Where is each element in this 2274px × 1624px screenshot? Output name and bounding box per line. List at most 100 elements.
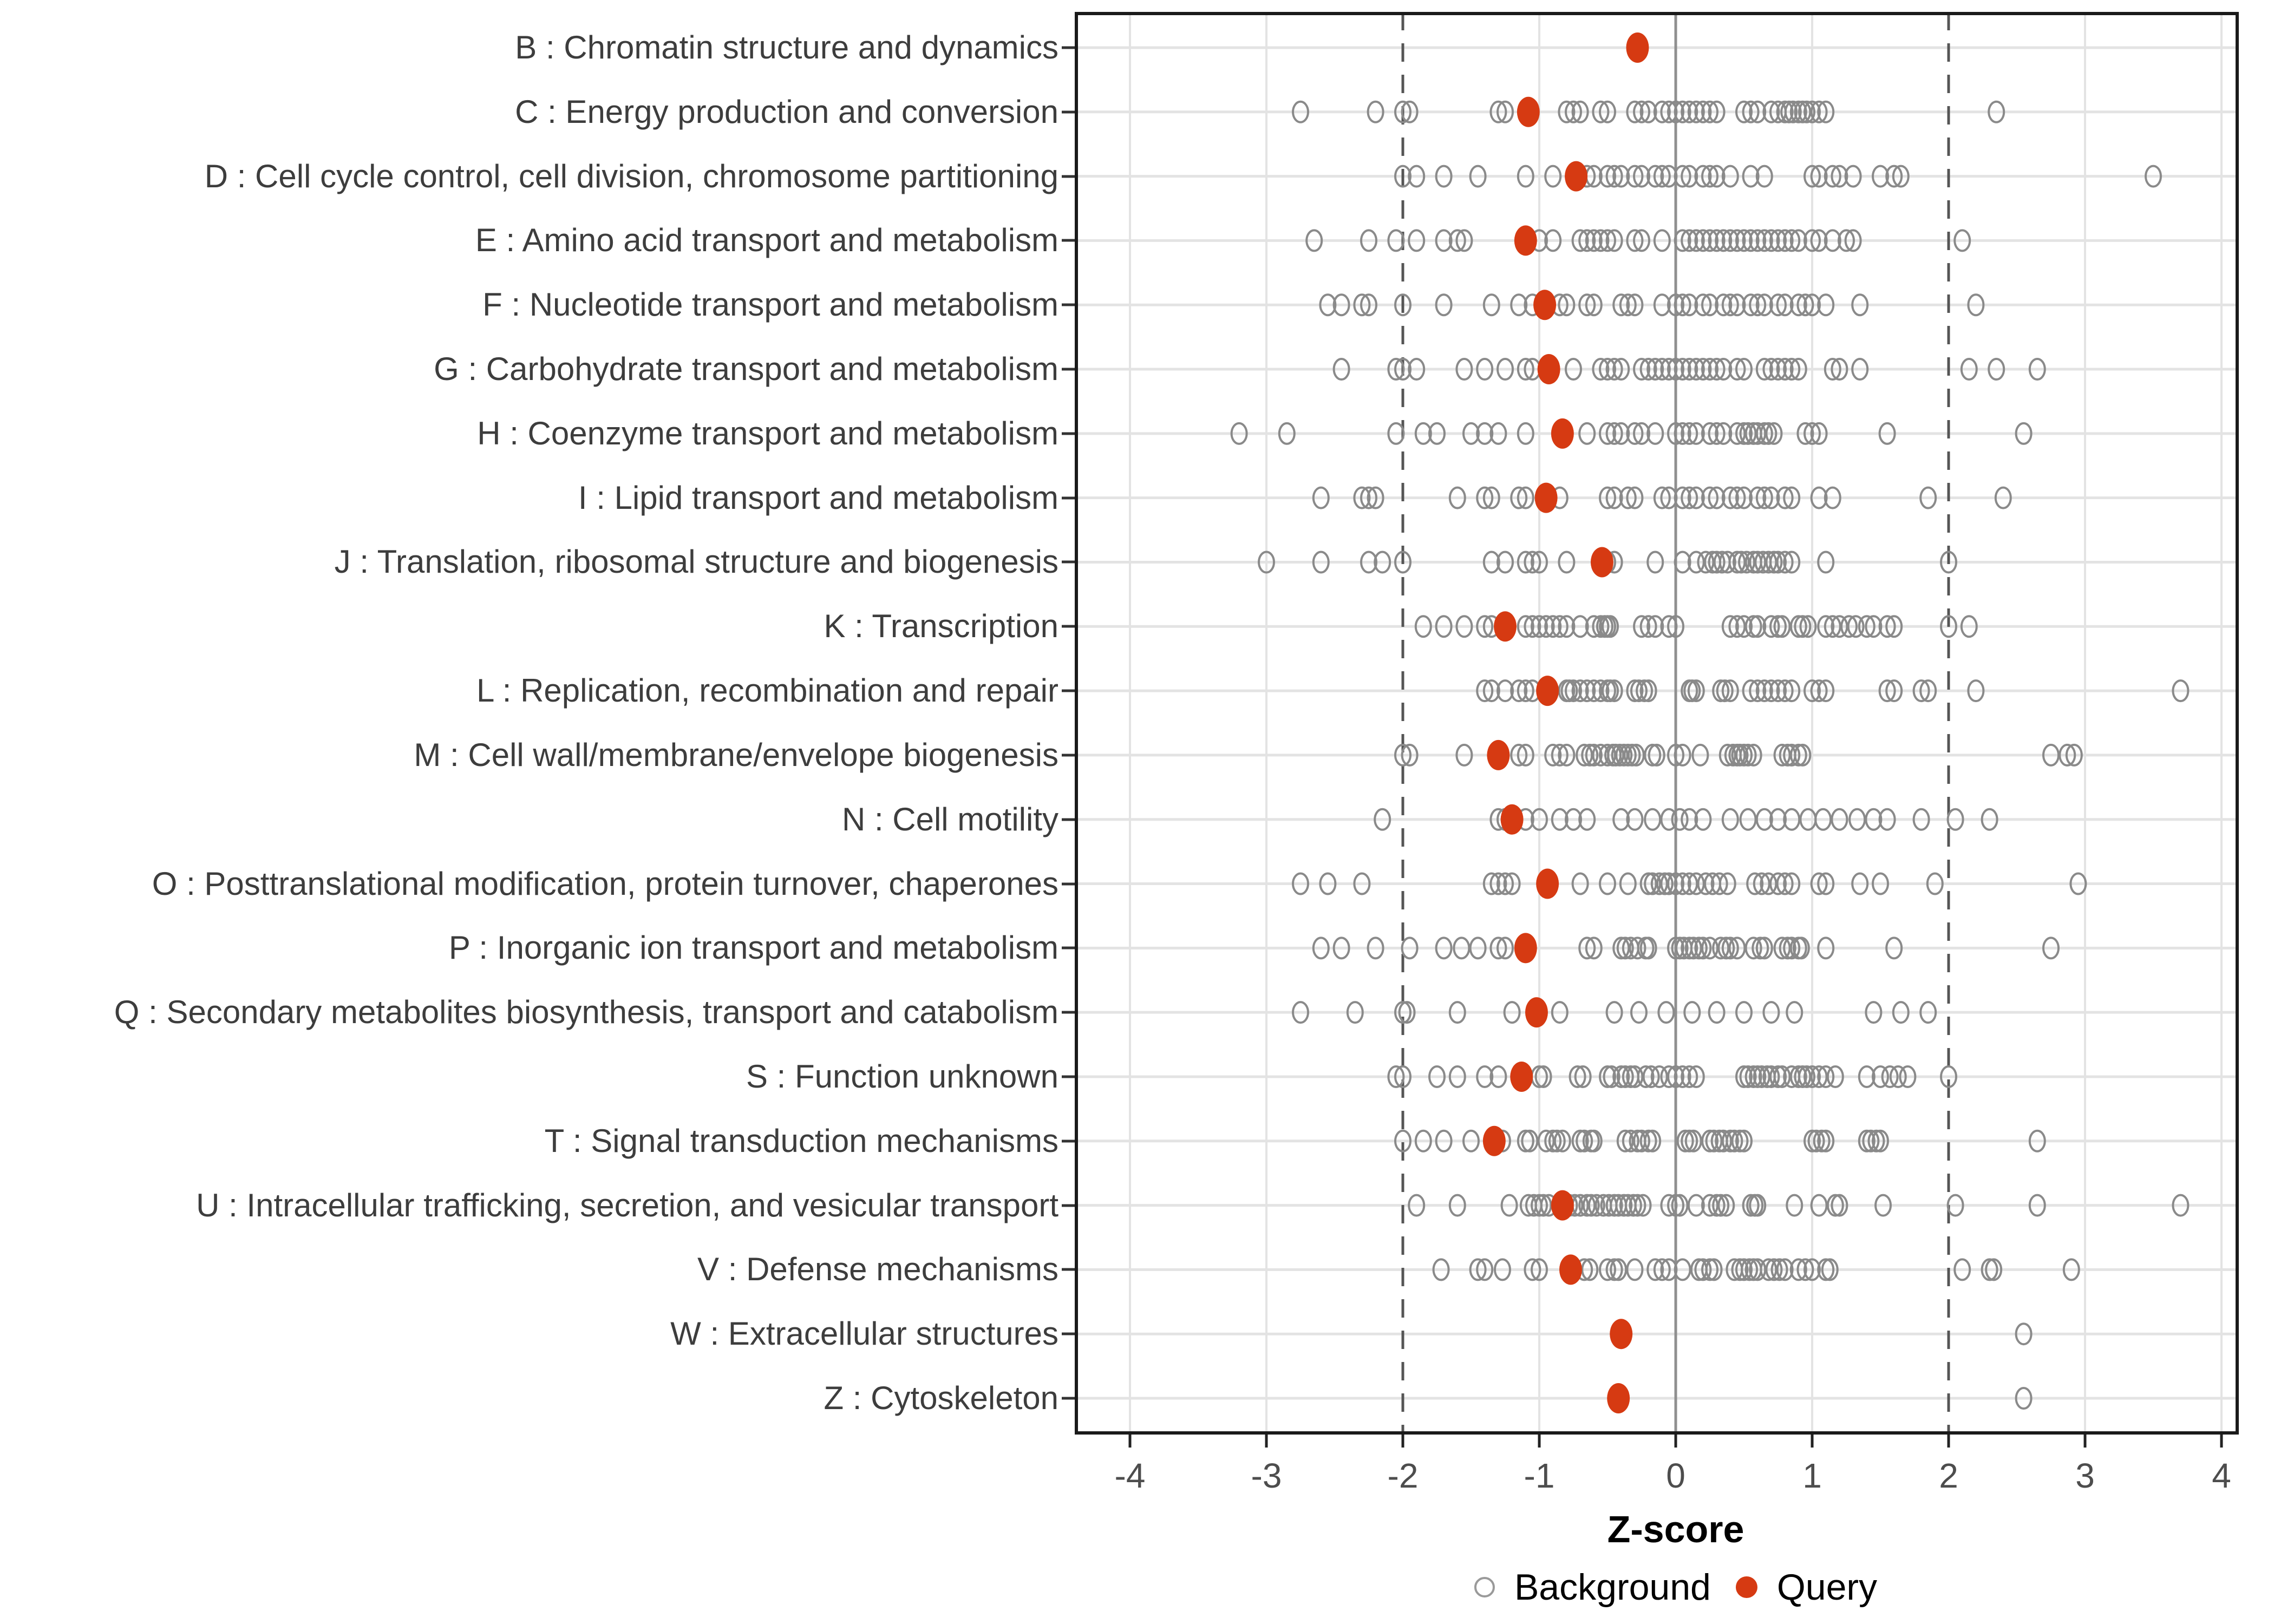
background-point <box>1878 808 1896 831</box>
background-point <box>1919 1001 1937 1024</box>
background-point <box>1981 808 1998 831</box>
background-point <box>1701 165 1718 188</box>
background-point <box>1585 615 1603 638</box>
background-point <box>1667 358 1684 381</box>
x-axis-tick <box>1128 1435 1132 1448</box>
background-point <box>1674 358 1691 381</box>
background-point <box>1721 615 1739 638</box>
background-point <box>1676 1129 1694 1152</box>
background-point <box>1278 422 1296 445</box>
background-point <box>1619 486 1637 509</box>
background-point <box>1807 1129 1825 1152</box>
background-point <box>1742 1194 1760 1217</box>
background-point <box>1718 872 1736 895</box>
background-point <box>1612 293 1630 317</box>
background-point <box>1653 229 1671 252</box>
background-point <box>1657 1001 1675 1024</box>
background-point <box>1524 551 1541 574</box>
background-point <box>1674 872 1691 895</box>
background-point <box>1728 422 1746 445</box>
background-point <box>1611 743 1629 767</box>
background-point <box>1712 679 1730 703</box>
background-point <box>1367 486 1384 509</box>
background-point <box>1476 1258 1494 1281</box>
background-point <box>1803 100 1821 123</box>
background-point <box>1615 1194 1633 1217</box>
background-point <box>1387 422 1405 445</box>
background-point <box>1619 743 1637 767</box>
query-point <box>1536 868 1559 899</box>
y-axis-label: N : Cell motility <box>841 801 1058 837</box>
background-point <box>1749 679 1767 703</box>
background-point <box>1710 872 1728 895</box>
background-point <box>1482 679 1500 703</box>
background-point <box>1985 1258 2003 1281</box>
query-point <box>1551 418 1574 449</box>
background-point <box>1744 743 1762 767</box>
background-point <box>1824 615 1841 638</box>
background-point <box>1712 937 1730 960</box>
background-point <box>1387 358 1405 381</box>
background-point <box>1687 1065 1705 1088</box>
background-point <box>1619 293 1637 317</box>
background-point <box>1755 808 1773 831</box>
background-point <box>1749 1065 1767 1088</box>
background-point <box>1517 165 1534 188</box>
background-point <box>1656 872 1674 895</box>
background-point <box>1773 615 1791 638</box>
background-point <box>1708 229 1726 252</box>
background-point <box>1674 422 1691 445</box>
background-point <box>1626 165 1644 188</box>
background-point <box>1739 1065 1757 1088</box>
background-point <box>1731 1258 1749 1281</box>
background-point <box>1701 1258 1718 1281</box>
background-point <box>1353 872 1371 895</box>
background-point <box>1414 422 1432 445</box>
background-point <box>1332 937 1350 960</box>
y-axis-tick <box>1062 1075 1075 1078</box>
background-point <box>1581 743 1599 767</box>
background-point <box>1462 422 1480 445</box>
y-axis-tick <box>1062 175 1075 178</box>
background-point <box>1435 229 1453 252</box>
background-point <box>1739 808 1757 831</box>
legend-label-background: Background <box>1514 1567 1711 1608</box>
y-axis-label: K : Transcription <box>824 608 1058 645</box>
background-point <box>1531 808 1548 831</box>
background-point <box>1476 486 1494 509</box>
background-point <box>1517 743 1534 767</box>
background-point <box>1742 679 1760 703</box>
background-point <box>1773 1065 1791 1088</box>
background-point <box>1517 422 1534 445</box>
background-point <box>1681 808 1698 831</box>
background-point <box>1817 1129 1835 1152</box>
background-point <box>1623 743 1641 767</box>
background-point <box>1612 165 1630 188</box>
background-point <box>1435 165 1453 188</box>
background-point <box>1803 1129 1821 1152</box>
background-point <box>1230 422 1248 445</box>
background-point <box>1803 165 1821 188</box>
background-point <box>1847 615 1865 638</box>
background-point <box>1517 358 1534 381</box>
background-point <box>1755 358 1773 381</box>
background-point <box>1639 872 1657 895</box>
background-point <box>2069 872 2087 895</box>
background-point <box>1517 1129 1534 1152</box>
background-point <box>1581 1258 1599 1281</box>
background-point <box>1708 165 1726 188</box>
legend-item-query: Query <box>1735 1569 1877 1606</box>
background-point <box>1821 1258 1839 1281</box>
background-point <box>1683 1001 1701 1024</box>
background-point <box>1681 872 1698 895</box>
background-point <box>1408 229 1426 252</box>
background-point <box>1817 1258 1835 1281</box>
background-point <box>1646 551 1664 574</box>
background-point <box>1940 615 1957 638</box>
background-point <box>1476 615 1494 638</box>
background-point <box>1784 100 1802 123</box>
background-point <box>1592 615 1610 638</box>
background-point <box>1960 358 1978 381</box>
background-point <box>1783 229 1801 252</box>
background-point <box>1769 1065 1787 1088</box>
